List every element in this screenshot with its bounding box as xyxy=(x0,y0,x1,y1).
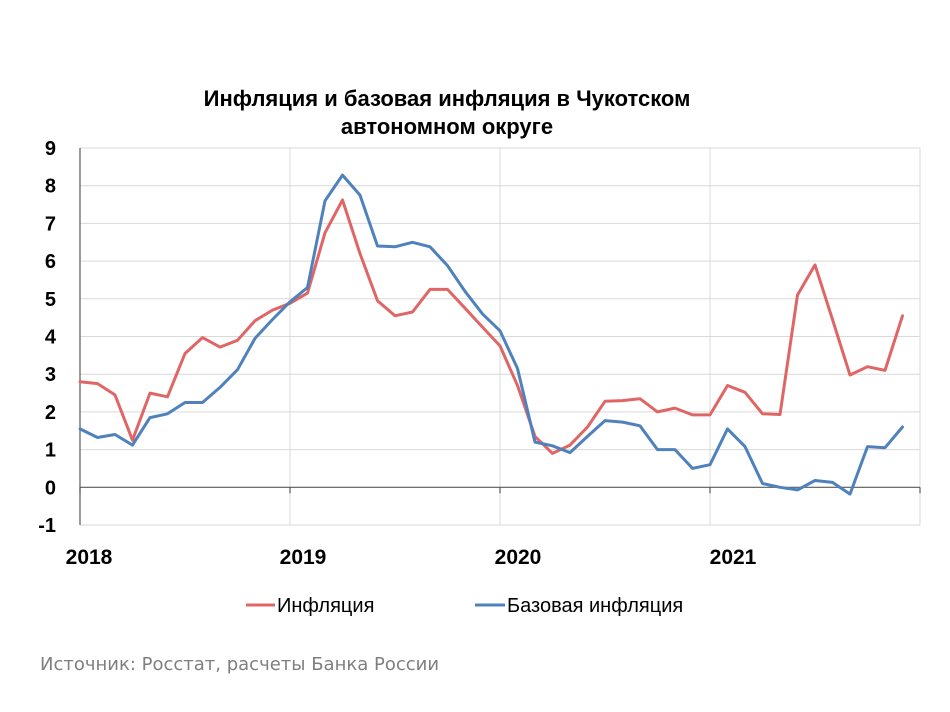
x-tick-label: 2019 xyxy=(280,546,327,569)
y-tick-label: 5 xyxy=(45,289,56,311)
x-tick-label: 2018 xyxy=(66,546,113,569)
y-tick-label: -1 xyxy=(38,515,56,537)
y-tick-label: 6 xyxy=(45,251,56,273)
y-tick-label: 4 xyxy=(45,327,57,349)
x-tick-label: 2020 xyxy=(495,546,542,569)
chart-title-line1: Инфляция и базовая инфляция в Чукотском xyxy=(204,86,691,111)
legend: Инфляция Базовая инфляция xyxy=(246,595,683,617)
gridlines xyxy=(79,147,921,526)
y-tick-label: 8 xyxy=(45,176,56,198)
series-lines xyxy=(78,173,904,496)
y-tick-label: 2 xyxy=(45,402,56,424)
y-tick-label: 0 xyxy=(45,477,56,499)
y-tick-label: 3 xyxy=(45,364,56,386)
series-line-core-inflation xyxy=(78,173,904,496)
legend-label: Инфляция xyxy=(277,595,374,617)
y-tick-label: 7 xyxy=(45,213,56,235)
source-note: Источник: Росстат, расчеты Банка России xyxy=(40,654,440,675)
chart-title-line2: автономном округе xyxy=(341,114,553,139)
y-tick-label: 9 xyxy=(45,138,56,160)
legend-label: Базовая инфляция xyxy=(507,595,683,617)
x-tick-label: 2021 xyxy=(710,546,757,569)
y-tick-label: 1 xyxy=(45,440,56,462)
series-line-inflation xyxy=(78,198,904,455)
